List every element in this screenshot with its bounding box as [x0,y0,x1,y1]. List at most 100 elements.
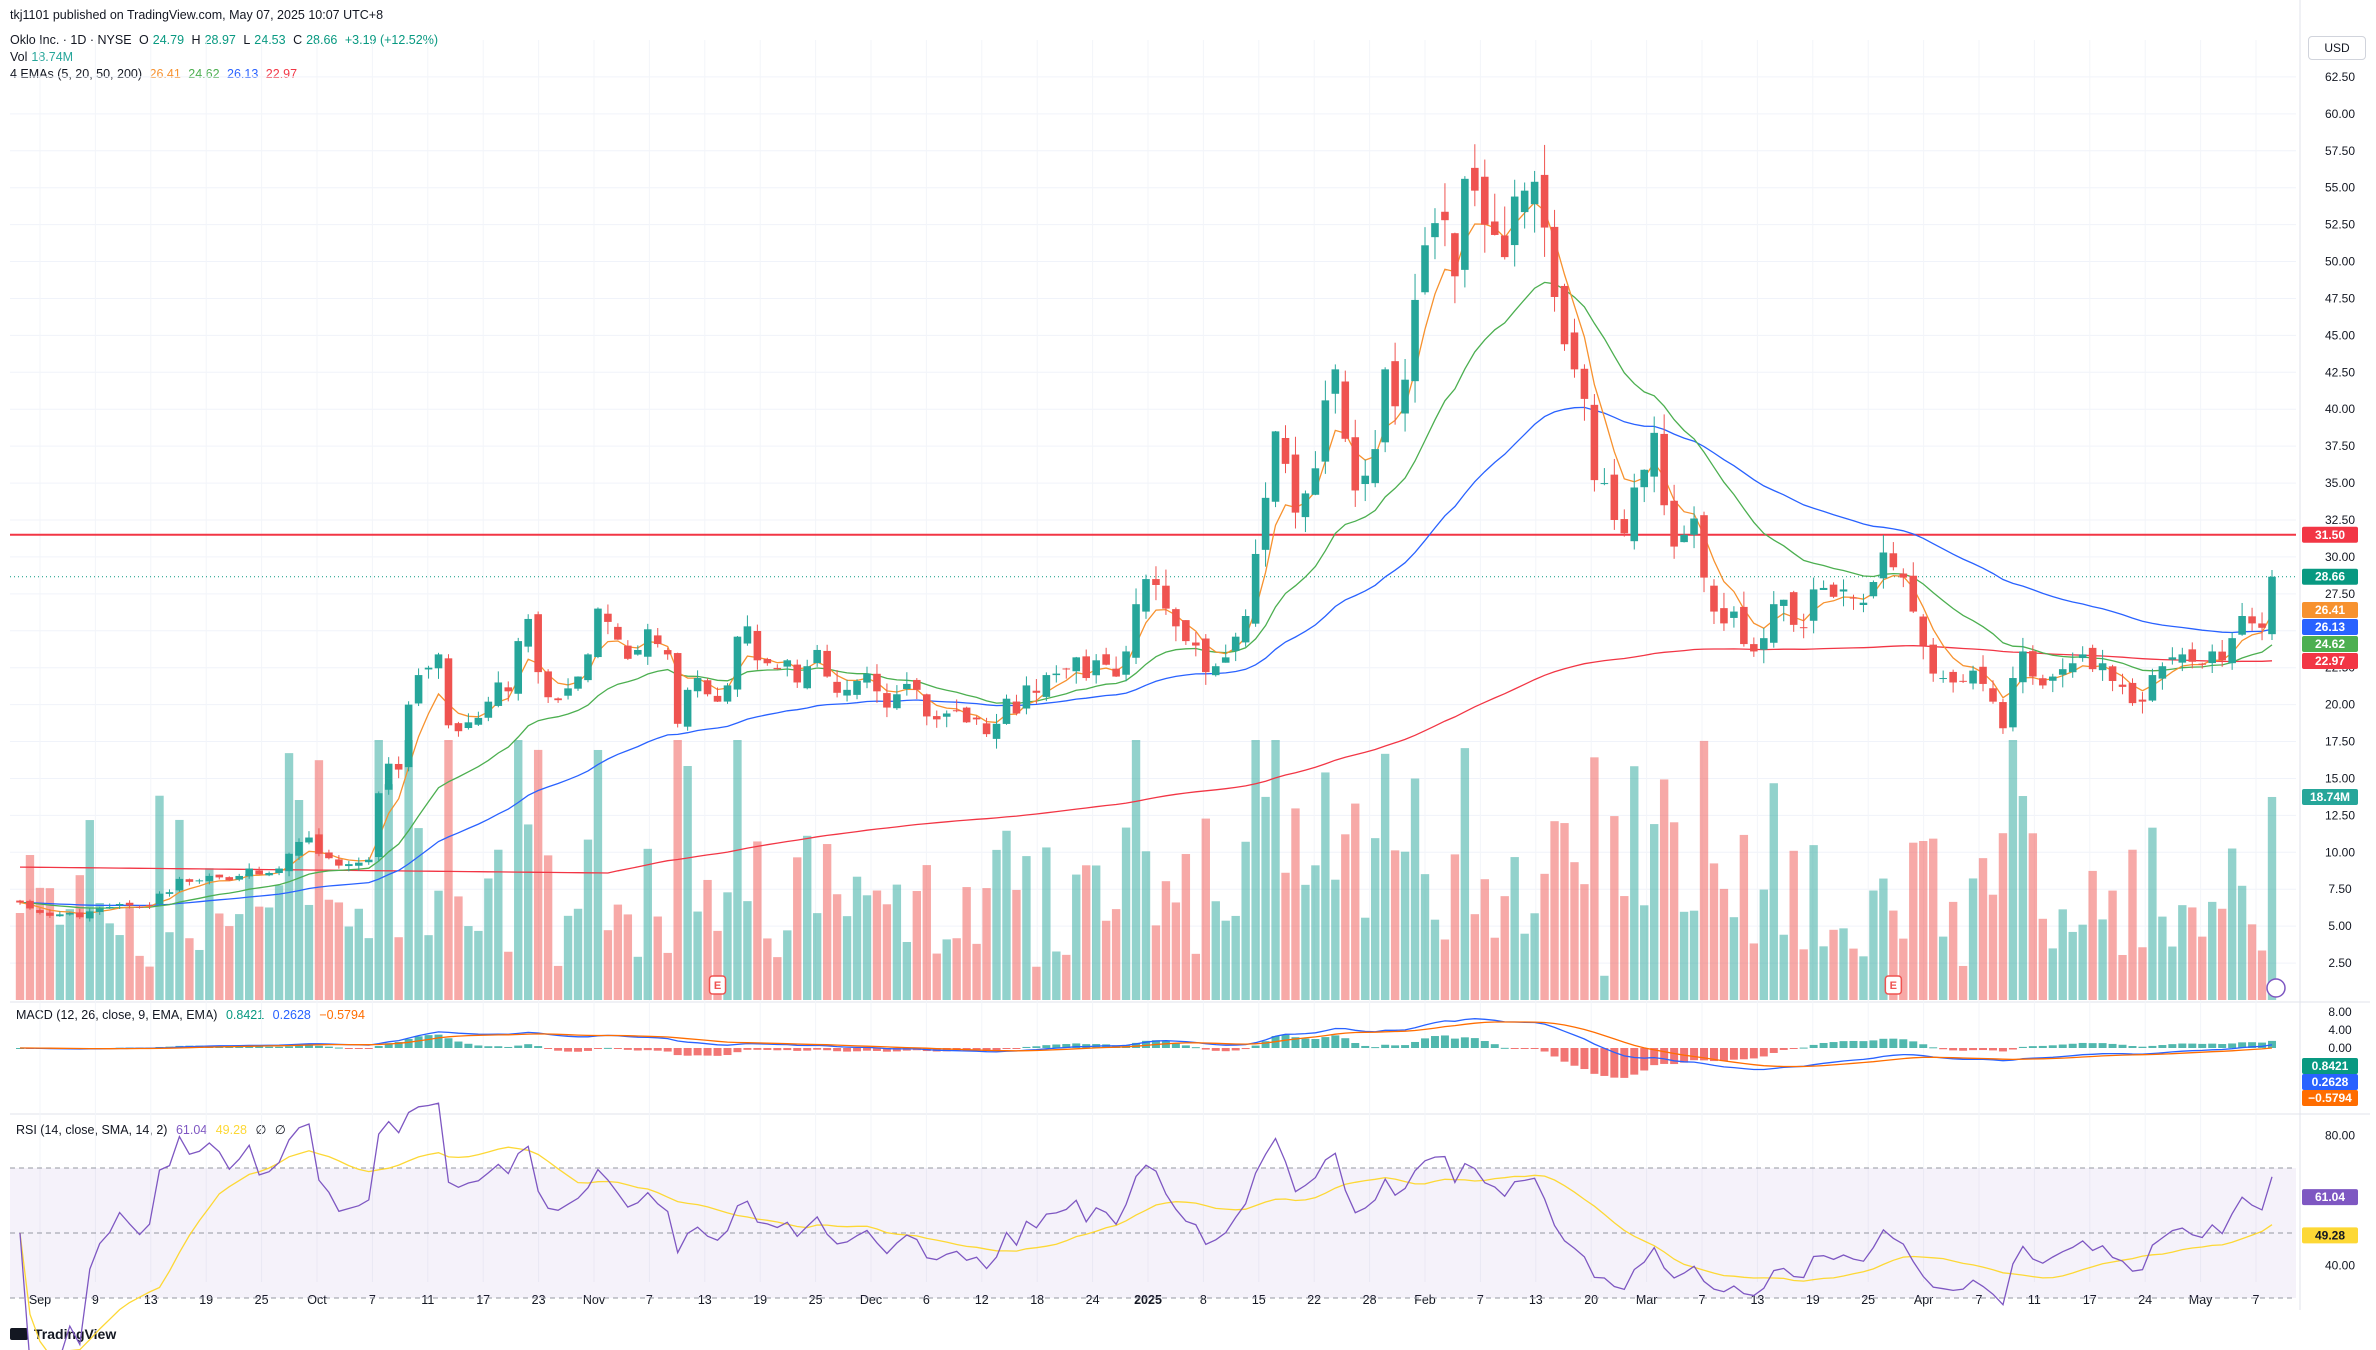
volume-bar [1869,890,1878,1000]
ema20-line [19,281,2273,909]
candle-body [753,630,762,661]
volume-bar [773,957,782,1000]
candle-body [2098,663,2107,671]
candle-body [175,878,184,891]
macd-histogram-bar [2038,1045,2047,1048]
x-tick-label: Mar [1636,1293,1658,1307]
x-tick-label: Apr [1914,1293,1933,1307]
macd-histogram-bar [1421,1038,1429,1048]
macd-histogram-bar [1869,1040,1878,1048]
price-badge-label: 31.50 [2315,528,2345,542]
macd-histogram-bar [2048,1045,2057,1048]
candle-body [1052,673,1061,676]
volume-bar [1889,910,1898,1000]
candle-body [235,875,244,880]
price-tick-label: 35.00 [2325,476,2355,490]
macd-histogram-bar [703,1048,712,1056]
macd-histogram-bar [1899,1039,1908,1048]
volume-bar [603,930,613,1000]
candle-body [2138,699,2147,702]
earnings-marker-icon [708,975,727,995]
candle-body [2019,651,2027,683]
price-tick-label: 62.50 [2325,70,2355,84]
volume-header[interactable]: Vol 18.74M [10,50,74,64]
x-tick-label: 6 [923,1293,930,1307]
volume-bar [524,824,533,1000]
macd-histogram-bar [803,1048,812,1051]
volume-bar [822,844,832,1000]
volume-bar [1111,909,1121,1000]
macd-histogram-bar [2118,1044,2127,1048]
macd-histogram-bar [1849,1040,1858,1048]
volume-bar [474,930,483,1000]
candle-body [85,911,94,919]
volume-bar [793,857,802,1000]
price-tick-label: 57.50 [2325,144,2355,158]
x-tick-label: 15 [1252,1293,1266,1307]
volume-bar [1490,937,1499,1000]
candle-body [1341,381,1350,439]
macd-histogram-bar [1341,1038,1350,1048]
volume-bar [1849,948,1858,1000]
macd-histogram-bar [1959,1048,1968,1051]
rsi-badge [2302,1227,2358,1244]
volume-bar [1281,872,1290,1000]
macd-header[interactable]: MACD (12, 26, close, 9, EMA, EMA) 0.8421… [16,1008,365,1022]
volume-bar [942,939,951,1000]
rsi-badge-label: 61.04 [2315,1190,2345,1204]
candle-body [95,908,104,912]
volume-bar [1809,845,1818,1000]
macd-histogram-bar [494,1046,503,1048]
candle-body [444,658,453,726]
macd-histogram-bar [1739,1048,1748,1060]
candle-body [434,654,443,669]
price-tick-label: 20.00 [2325,698,2355,712]
candle-body [66,912,74,915]
macd-signal-line [20,1021,2273,1068]
price-tick-label: 45.00 [2325,328,2355,342]
volume-bar [2178,905,2187,1000]
macd-histogram-bar [1610,1048,1619,1078]
macd-histogram-bar [454,1041,463,1048]
x-tick-label: 28 [1363,1293,1377,1307]
macd-histogram-bar [2168,1044,2177,1048]
volume-bar [1410,778,1420,1000]
macd-histogram-bar [2218,1044,2227,1048]
candle-body [1670,500,1678,547]
macd-histogram-bar [314,1045,323,1048]
macd-histogram-bar [1470,1038,1479,1048]
macd-histogram-bar [2068,1043,2077,1048]
lightning-icon [2266,978,2286,998]
candle-body [454,723,463,732]
macd-histogram-bar [2058,1044,2067,1048]
volume-bar [872,890,882,1000]
candle-body [1102,654,1110,665]
macd-histogram-bar [1261,1041,1270,1048]
macd-histogram-bar [524,1044,533,1048]
volume-bar [1291,808,1300,1000]
candle-body [1500,235,1509,258]
macd-histogram-bar [1022,1046,1031,1048]
candle-body [653,635,662,645]
candle-body [803,666,811,689]
x-tick-label: 20 [1584,1293,1598,1307]
currency-button[interactable]: USD [2308,36,2366,60]
volume-bar [115,935,124,1000]
candle-body [464,722,473,729]
x-tick-label: 25 [809,1293,823,1307]
candle-body [1839,589,1848,592]
x-tick-label: 13 [698,1293,712,1307]
candle-body [1819,587,1828,590]
rsi-header[interactable]: RSI (14, close, SMA, 14, 2) 61.04 49.28 … [16,1123,286,1137]
volume-bar [254,906,264,1000]
tradingview-brand[interactable]: TradingView [10,1326,116,1342]
volume-bar [264,907,274,1000]
macd-histogram-bar [534,1046,543,1048]
candle-body [1999,702,2007,729]
candle-body [1600,483,1609,485]
ema-header[interactable]: 4 EMAs (5, 20, 50, 200) 26.41 24.62 26.1… [10,67,298,81]
candle-body [56,914,64,917]
volume-bar [1141,851,1151,1000]
volume-bar [1091,865,1101,1000]
